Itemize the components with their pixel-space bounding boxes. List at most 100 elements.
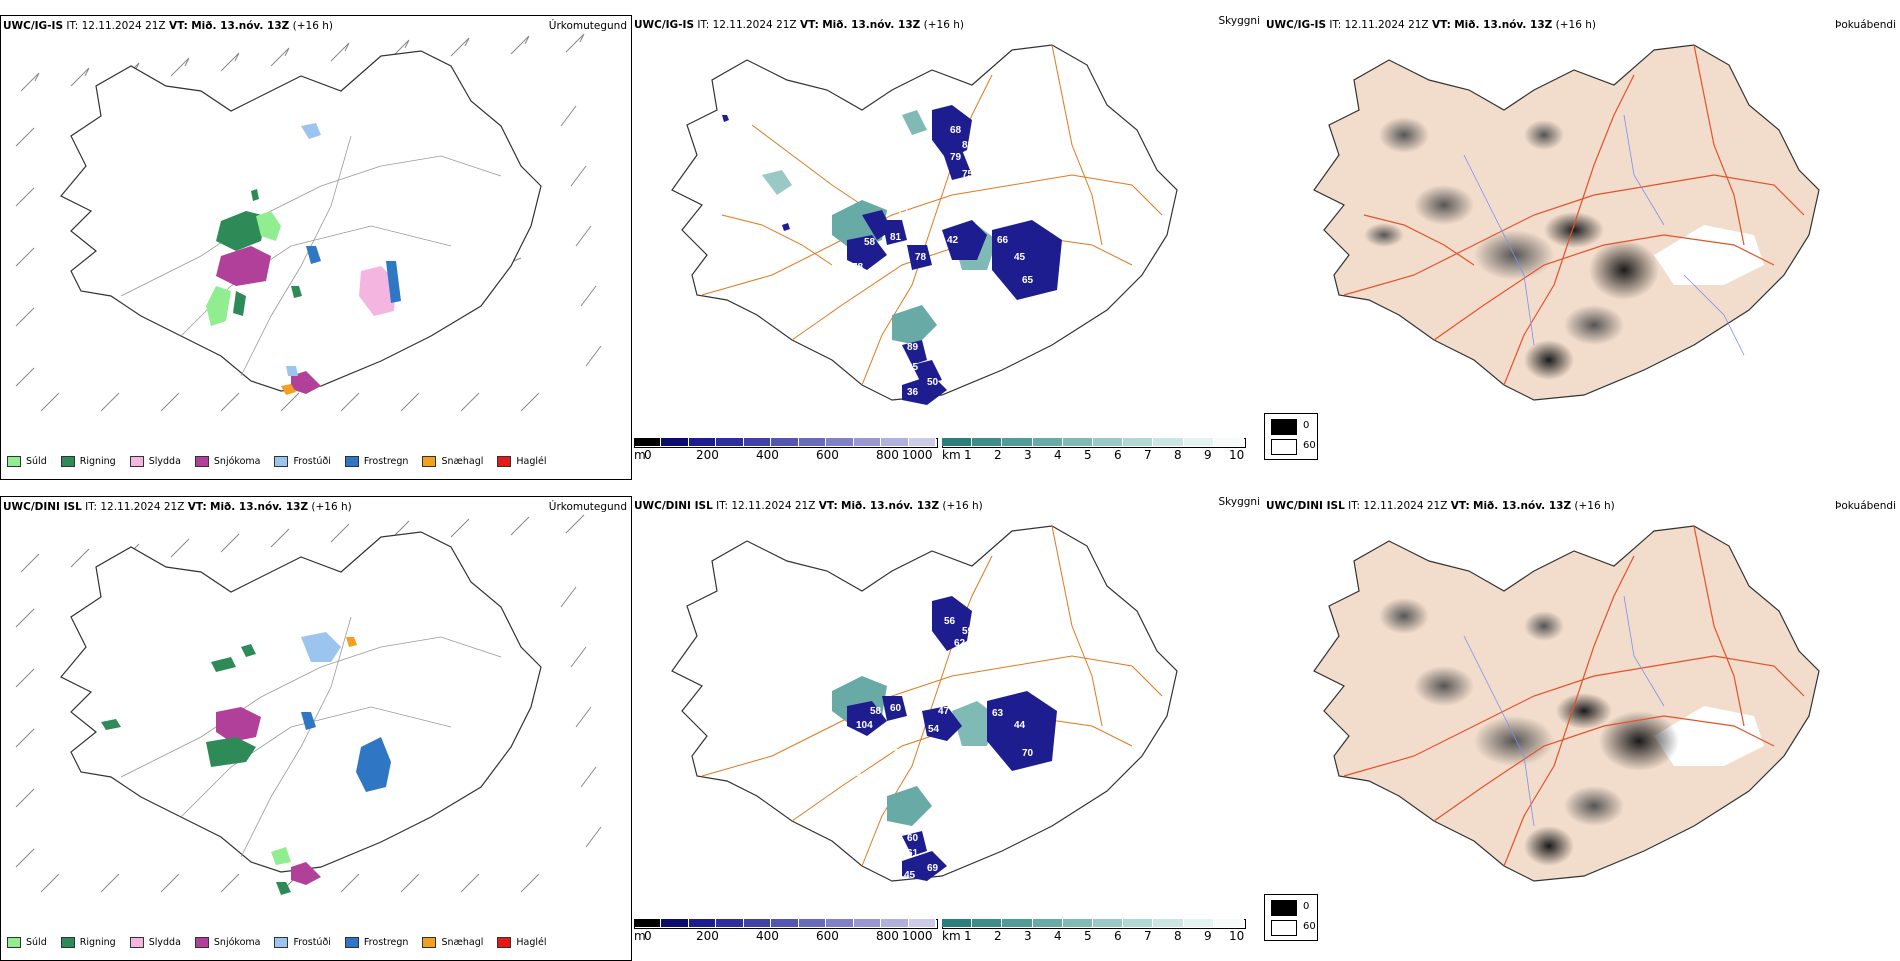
road-lines xyxy=(120,616,502,858)
colorbar-cell xyxy=(942,919,973,927)
cloud-label: 61 xyxy=(907,848,919,859)
visibility-tick: 5 xyxy=(1084,929,1092,943)
cloudbase-tick: 800 xyxy=(876,929,899,943)
colorbar-cell xyxy=(972,919,1003,927)
precip-patches xyxy=(101,632,391,895)
vt-label: VT: xyxy=(168,20,188,32)
cloud-label: 58 xyxy=(870,706,882,717)
colorbar-cell xyxy=(1213,438,1244,446)
cloud-label: 50 xyxy=(927,377,939,388)
iceland-visibility-map: 68 83 79 75 12 58 81 42 66 78 78 45 65 8… xyxy=(671,44,1178,405)
cloudbase-colorbar-fill xyxy=(634,919,936,927)
fog-legend-swatch-60 xyxy=(1271,439,1297,455)
fog-legend: 0 60 xyxy=(1264,894,1318,941)
panel-type-label: Úrkomutegund xyxy=(548,501,627,513)
cloud-label: 44 xyxy=(1014,720,1026,731)
iceland-coastline xyxy=(671,44,1178,401)
colorbar-cell xyxy=(798,919,827,927)
cloud-label: 13 xyxy=(850,768,862,779)
cloud-label: 42 xyxy=(947,235,959,246)
panel-header: UWC/IG-IS IT: 12.11.2024 21Z VT: Mið. 13… xyxy=(634,19,964,31)
cloud-label: 78 xyxy=(915,252,927,263)
cloudbase-tick: 200 xyxy=(696,929,719,943)
colorbar-cell xyxy=(688,919,717,927)
legend-item-frostudi: Frostúði xyxy=(274,456,331,467)
forecast-row-ig-is: UWC/IG-IS IT: 12.11.2024 21Z VT: Mið. 13… xyxy=(0,15,1900,480)
colorbar-cell xyxy=(908,438,936,446)
precip-legend: Súld Rigning Slydda Snjókoma Frostúði Fr… xyxy=(7,456,547,467)
visibility-tick: 5 xyxy=(1084,448,1092,462)
visibility-unit: km xyxy=(942,448,961,462)
cloud-label: 47 xyxy=(938,706,950,717)
cloud-label: 58 xyxy=(972,763,984,774)
cloud-label: 142 xyxy=(894,748,911,759)
iceland-fog-map xyxy=(1313,525,1820,882)
visibility-tick: 1 xyxy=(964,929,972,943)
cloud-label: 62 xyxy=(954,638,966,649)
colorbar-cell xyxy=(1092,919,1124,927)
cloudbase-tick: 600 xyxy=(816,929,839,943)
cloud-label: 56 xyxy=(944,616,956,627)
colorbar-cell xyxy=(716,919,744,927)
cloud-label: 63 xyxy=(992,708,1004,719)
cloudbase-tick: 600 xyxy=(816,448,839,462)
colorbar-cell xyxy=(771,438,799,446)
cloud-label: 67 xyxy=(930,840,942,851)
cloud-label: 81 xyxy=(890,232,902,243)
cloud-label: 60 xyxy=(890,703,902,714)
visibility-unit: km xyxy=(942,929,961,943)
cloud-label: 36 xyxy=(907,387,919,398)
cloudbase-labels: 68 83 79 75 12 58 81 42 66 78 78 45 65 8… xyxy=(852,125,1034,398)
fog-panel: UWC/DINI ISL IT: 12.11.2024 21Z VT: Mið.… xyxy=(1264,496,1900,961)
legend-item-snjokoma: Snjókoma xyxy=(194,456,260,467)
cloudbase-labels: 56 59 62 14 58 60 47 63 104 54 44 67 90 … xyxy=(850,616,1034,881)
colorbar-cell xyxy=(826,919,854,927)
cloud-label: 45 xyxy=(904,870,916,881)
cloudbase-patches xyxy=(847,596,1057,881)
legend-item-frostregn: Frostregn xyxy=(344,937,408,948)
colorbar-cell xyxy=(826,438,854,446)
cloudbase-unit: m xyxy=(634,929,646,943)
visibility-tick: 2 xyxy=(994,929,1002,943)
cloud-label: 90 xyxy=(870,740,882,751)
river-lines xyxy=(1463,114,1745,356)
cloud-label: 14 xyxy=(900,678,912,689)
model-name: UWC/IG-IS xyxy=(3,20,64,32)
panel-header: UWC/DINI ISL IT: 12.11.2024 21Z VT: Mið.… xyxy=(634,500,983,512)
it-label: IT: xyxy=(66,20,79,32)
cloudbase-tick: 0 xyxy=(644,929,652,943)
visibility-colorbar-fill xyxy=(942,438,1244,446)
cloud-label: 83 xyxy=(962,140,974,151)
cloudbase-tick: 1000 xyxy=(902,448,933,462)
cloud-label: 65 xyxy=(907,362,919,373)
cloud-label: 45 xyxy=(1014,252,1026,263)
cloud-label: 89 xyxy=(907,342,919,353)
visibility-tick: 7 xyxy=(1144,448,1152,462)
legend-item-snaehagl: Snæhagl xyxy=(422,937,483,948)
visibility-tick: 10 xyxy=(1229,929,1245,943)
cloudbase-colorbar-fill xyxy=(634,438,936,446)
colorbar-cell xyxy=(942,438,973,446)
forecast-row-dini-isl: UWC/DINI ISL IT: 12.11.2024 21Z VT: Mið.… xyxy=(0,496,1900,961)
fog-legend-swatch-0 xyxy=(1271,900,1297,916)
fog-legend-label: 0 xyxy=(1303,420,1310,431)
colorbar-cell xyxy=(743,438,772,446)
visibility-tick: 4 xyxy=(1054,448,1062,462)
cloud-label: 104 xyxy=(856,720,873,731)
cloudbase-patches xyxy=(722,105,1062,405)
cloudbase-tick: 1000 xyxy=(902,929,933,943)
visibility-tick: 2 xyxy=(994,448,1002,462)
road-lines xyxy=(1343,525,1805,867)
legend-item-rigning: Rigning xyxy=(60,937,116,948)
panel-header: UWC/DINI ISL IT: 12.11.2024 21Z VT: Mið.… xyxy=(3,501,352,513)
glacier-white xyxy=(1654,225,1764,285)
colorbar-cell xyxy=(853,919,882,927)
colorbar-cell xyxy=(661,438,689,446)
colorbar-cell xyxy=(1002,438,1033,446)
visibility-tick: 6 xyxy=(1114,929,1122,943)
visibility-tick: 9 xyxy=(1204,448,1212,462)
colorbar-cell xyxy=(1213,919,1244,927)
precip-type-panel: UWC/IG-IS IT: 12.11.2024 21Z VT: Mið. 13… xyxy=(0,15,632,480)
panel-type-label: Skyggni xyxy=(1218,496,1261,508)
colorbar-cell xyxy=(634,919,662,927)
